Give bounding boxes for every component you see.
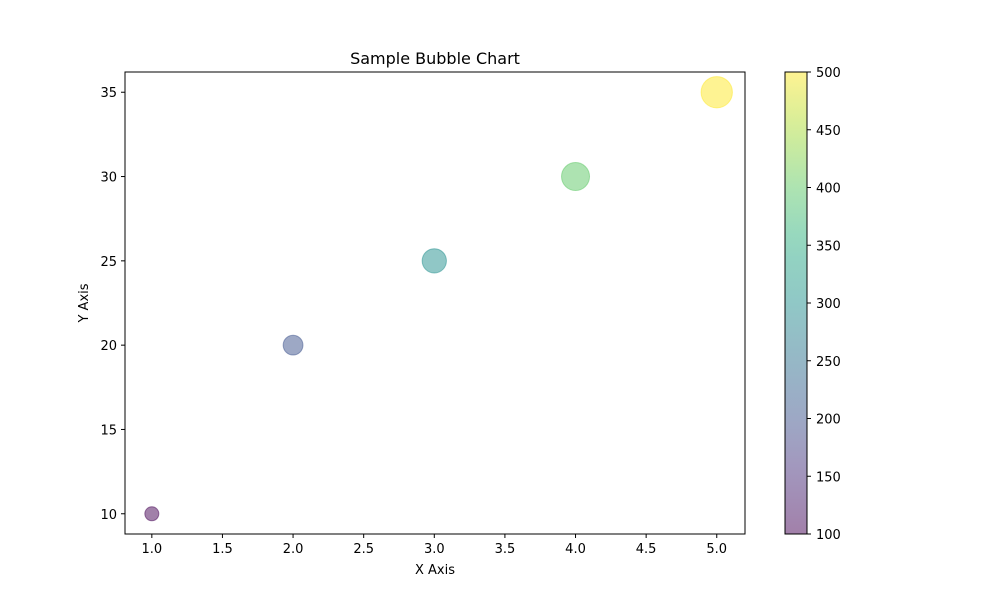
x-tick-label: 2.0: [283, 542, 304, 557]
x-tick-label: 2.5: [353, 542, 374, 557]
colorbar-tick-label: 200: [816, 413, 841, 428]
axes: 1.0 1.5 2.0 2.5 3.0 3.5 4.0 4.5 5.0 10 15 20 25 30 35: [100, 71, 746, 557]
x-tick-label: 1.0: [141, 542, 162, 557]
colorbar: 100 150 200 250 300 350 400 450 500: [784, 66, 841, 543]
y-tick-label: 35: [100, 86, 117, 101]
colorbar-tick-label: 250: [816, 355, 841, 370]
x-tick-label: 4.0: [565, 542, 586, 557]
colorbar-tick-label: 500: [816, 66, 841, 81]
y-tick-label: 10: [100, 508, 117, 523]
colorbar-tick-label: 450: [816, 124, 841, 139]
chart-title: Sample Bubble Chart: [350, 49, 520, 68]
colorbar-tick-label: 100: [816, 528, 841, 543]
x-tick-label: 3.0: [424, 542, 445, 557]
bubble-point-2: [282, 334, 304, 356]
colorbar-tick-label: 150: [816, 470, 841, 485]
bubble-point-1: [144, 506, 160, 522]
chart-text: Sample Bubble Chart X Axis Y Axis: [77, 49, 520, 578]
y-tick-label: 30: [100, 171, 117, 186]
colorbar-gradient: [784, 71, 808, 535]
x-axis-label: X Axis: [415, 563, 455, 578]
colorbar-tick-label: 350: [816, 239, 841, 254]
bubble-point-3: [421, 248, 447, 274]
colorbar-tick-label: 300: [816, 297, 841, 312]
colorbar-tick-label: 400: [816, 182, 841, 197]
y-tick-label: 15: [100, 423, 117, 438]
x-tick-label: 5.0: [706, 542, 727, 557]
bubbles: [144, 76, 733, 522]
bubble-point-5: [700, 76, 733, 109]
plot-frame: [124, 71, 746, 535]
y-tick-label: 20: [100, 339, 117, 354]
y-tick-label: 25: [100, 255, 117, 270]
bubble-point-4: [561, 162, 591, 192]
x-tick-label: 1.5: [212, 542, 233, 557]
x-tick-label: 3.5: [495, 542, 516, 557]
y-axis-label: Y Axis: [77, 283, 92, 323]
x-tick-label: 4.5: [636, 542, 657, 557]
